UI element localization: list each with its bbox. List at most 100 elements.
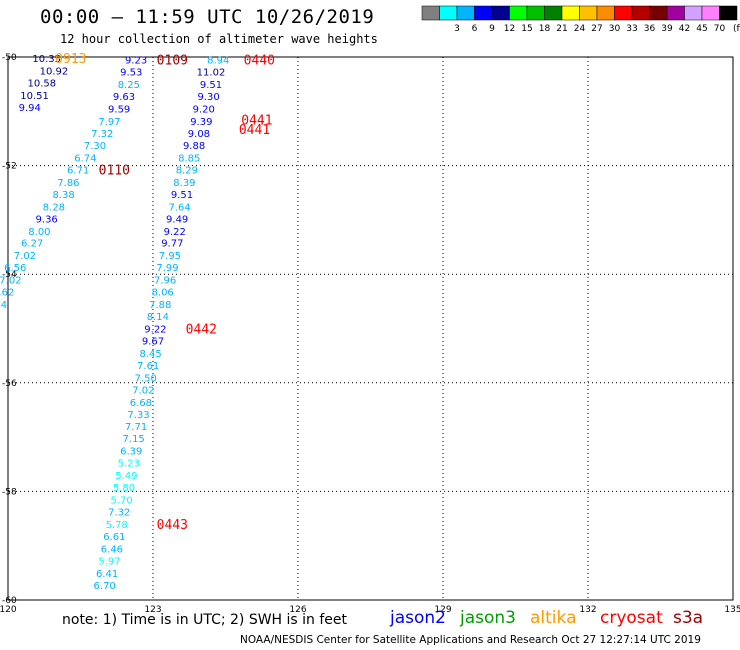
page-subtitle: 12 hour collection of altimeter wave hei… — [60, 32, 378, 46]
plot-grid — [7, 56, 734, 601]
pass-time-label: 0441 — [241, 113, 272, 128]
satellite-altika: altika — [530, 608, 577, 628]
wave-height-label: 9.51 — [171, 190, 193, 201]
wave-height-label: 9.88 — [183, 141, 205, 152]
legend-swatch — [526, 5, 545, 21]
legend-tick-label: 70 — [714, 24, 726, 34]
wave-height-label: 11.02 — [197, 68, 226, 79]
page-title: 00:00 – 11:59 UTC 10/26/2019 — [40, 6, 375, 28]
footer-credits: NOAA/NESDIS Center for Satellite Applica… — [240, 634, 701, 646]
legend-swatch — [474, 5, 493, 21]
wave-height-label: 9.94 — [19, 103, 41, 114]
wave-height-label: 9.59 — [108, 105, 130, 116]
wave-height-label: 9.51 — [200, 80, 222, 91]
wave-height-label: 8.00 — [28, 227, 50, 238]
y-tick-label: -54 — [2, 270, 17, 280]
pass-time-label: 0442 — [186, 323, 217, 338]
wave-height-label: 6.39 — [120, 447, 142, 458]
wave-height-label: 8.06 — [152, 288, 174, 299]
wave-height-label: 5.49 — [115, 471, 137, 482]
wave-height-label: 7.02 — [0, 276, 22, 287]
legend-swatch — [631, 5, 650, 21]
wave-height-label: 9.63 — [113, 92, 135, 103]
wave-height-label: 6.70 — [94, 581, 116, 592]
legend-swatch — [544, 5, 563, 21]
legend-swatch — [579, 5, 598, 21]
pass-time-label: 0913 — [55, 52, 86, 67]
wave-height-label: 8.38 — [52, 190, 74, 201]
legend-tick-label: 39 — [661, 24, 673, 34]
y-tick-label: -50 — [2, 53, 17, 63]
legend-swatch — [509, 5, 528, 21]
wave-height-label: 7.64 — [168, 202, 190, 213]
legend-tick-label: 42 — [679, 24, 690, 34]
wave-height-label: 6.68 — [130, 398, 152, 409]
wave-height-label: 10.92 — [40, 67, 69, 78]
wave-height-label: 5.97 — [98, 556, 120, 567]
wave-height-label: 7.15 — [123, 434, 145, 445]
wave-height-label: 9.53 — [120, 68, 142, 79]
legend-swatch — [421, 5, 440, 21]
plot-frame — [7, 56, 734, 601]
wave-height-label: 7.95 — [159, 251, 181, 262]
pass-time-label: 0440 — [244, 54, 275, 69]
wave-height-label: 9.23 — [125, 56, 147, 67]
wave-height-label: 6.62 — [0, 288, 14, 299]
wave-height-label: 10.35 — [32, 54, 61, 65]
wave-height-label: 8.85 — [178, 153, 200, 164]
wave-height-label: 7.88 — [149, 300, 171, 311]
wave-height-label: 7.30 — [84, 141, 106, 152]
wave-height-label: 6.41 — [96, 569, 118, 580]
wave-height-label: 7.02 — [132, 385, 154, 396]
legend-tick-label: 9 — [489, 24, 495, 34]
wave-height-label: 7.02 — [14, 251, 36, 262]
wave-height-label: 9.08 — [188, 129, 210, 140]
legend-tick-label: 27 — [591, 24, 602, 34]
legend-tick-label: 15 — [521, 24, 532, 34]
wave-height-label: 7.96 — [154, 276, 176, 287]
legend-swatch — [649, 5, 668, 21]
wave-height-label: 5.80 — [113, 483, 135, 494]
legend-unit: (ft) — [733, 24, 740, 34]
wave-height-label: 7.97 — [98, 117, 120, 128]
pass-time-label: 0441 — [239, 123, 270, 138]
wave-height-label: 8.39 — [173, 178, 195, 189]
legend-tick-label: 33 — [626, 24, 637, 34]
wave-height-label: 9.22 — [144, 325, 166, 336]
legend-tick-label: 36 — [644, 24, 656, 34]
x-tick-label: 135 — [724, 605, 740, 615]
wave-height-label: 7.50 — [135, 373, 157, 384]
wave-height-label: 6.74 — [74, 153, 96, 164]
wave-height-label: 8.14 — [147, 312, 169, 323]
wave-height-label: 6.61 — [103, 532, 125, 543]
legend-swatch — [596, 5, 615, 21]
pass-time-label: 0110 — [99, 163, 130, 178]
wave-height-label: 5.70 — [110, 496, 132, 507]
satellite-cryosat: cryosat — [600, 608, 663, 628]
x-tick-label: 129 — [434, 605, 451, 615]
wave-height-label: 8.45 — [139, 349, 161, 360]
wave-height-label: 7.71 — [125, 422, 147, 433]
wave-height-label: 7.32 — [108, 507, 130, 518]
x-tick-label: 132 — [579, 605, 596, 615]
wave-height-label: 8.94 — [207, 56, 229, 67]
wave-height-label: 9.39 — [190, 117, 212, 128]
legend-swatch — [614, 5, 633, 21]
wave-height-label: 8.25 — [118, 80, 140, 91]
x-tick-label: 120 — [0, 605, 17, 615]
y-tick-label: -58 — [2, 487, 17, 497]
wave-height-label: 7.32 — [91, 129, 113, 140]
satellite-jason3: jason3 — [460, 608, 516, 628]
legend-swatch — [561, 5, 580, 21]
x-tick-label: 123 — [144, 605, 161, 615]
legend-tick-label: 45 — [696, 24, 707, 34]
wave-height-label: 9.30 — [197, 92, 219, 103]
legend-tick-label: 21 — [556, 24, 567, 34]
wave-height-label: 7.86 — [57, 178, 79, 189]
legend-tick-label: 18 — [539, 24, 551, 34]
legend-tick-label: 3 — [454, 24, 460, 34]
